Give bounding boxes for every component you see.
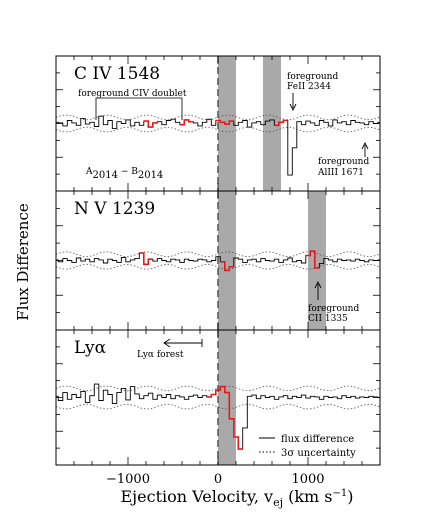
flux-difference-series xyxy=(56,250,380,271)
shaded-region-1 xyxy=(308,191,326,330)
highlight-segment-1 xyxy=(220,261,234,272)
difference-b-sub: 2014 xyxy=(138,170,163,181)
x-tick-label: 0 xyxy=(214,472,222,487)
highlight-segment-1 xyxy=(179,119,194,126)
feii-arrow-head xyxy=(289,103,297,112)
highlight-segment-2 xyxy=(215,119,234,125)
difference-a-sub: 2014 xyxy=(93,170,118,181)
panel-2: N V 1239 xyxy=(55,190,381,331)
highlight-segment-2 xyxy=(305,250,320,269)
highlight-segment-0 xyxy=(143,120,158,128)
lya-forest-label: Lyα forest xyxy=(137,350,184,360)
shaded-region-1 xyxy=(263,56,281,191)
x-axis-label: Ejection Velocity, vej (km s−1) xyxy=(121,487,354,509)
y-axis-label: Flux Difference xyxy=(14,203,32,321)
shaded-region-0 xyxy=(218,330,236,465)
x-tick-label: −1000 xyxy=(106,472,150,487)
civ-doublet-bracket xyxy=(95,97,183,120)
aliii-arrow-head xyxy=(361,141,369,150)
highlight-segment-0 xyxy=(206,385,243,450)
difference-a: A xyxy=(85,167,93,177)
legend-solid-label: flux difference xyxy=(281,434,354,445)
highlight-segment-0 xyxy=(139,252,153,266)
panel-label: C IV 1548 xyxy=(74,64,160,84)
panel-3-annotations: Lyα forest flux difference 3σ uncertainty xyxy=(137,338,356,459)
panel-3: Lyα xyxy=(55,329,381,466)
shaded-region-0 xyxy=(218,191,236,330)
aliii-label-line2: AlIII 1671 xyxy=(317,168,364,178)
civ-doublet-label: foreground CIV doublet xyxy=(78,89,187,99)
x-tick-label: 1000 xyxy=(291,472,324,487)
aliii-label-line1: foreground xyxy=(318,157,369,167)
difference-mid: − B xyxy=(118,167,138,177)
legend-dotted-label: 3σ uncertainty xyxy=(281,448,356,459)
panel-label: N V 1239 xyxy=(74,199,155,219)
cii-label-line1: foreground xyxy=(308,304,359,314)
cii-arrow-head xyxy=(314,280,322,289)
difference-label: A2014 − B2014 xyxy=(85,167,163,181)
x-tick-labels: −1000 0 1000 xyxy=(106,472,325,487)
panel-label: Lyα xyxy=(74,338,107,358)
feii-label-line1: foreground xyxy=(287,72,338,82)
panel-1: C IV 1548 xyxy=(55,55,381,192)
feii-label-line2: FeII 2344 xyxy=(287,82,331,92)
lya-forest-arrow-head xyxy=(163,338,171,348)
cii-label-line2: CII 1335 xyxy=(308,314,348,324)
panels: C IV 1548 N V 1239 Lyα foreground CIV doubl… xyxy=(55,55,381,466)
highlight-segment-3 xyxy=(274,119,288,127)
